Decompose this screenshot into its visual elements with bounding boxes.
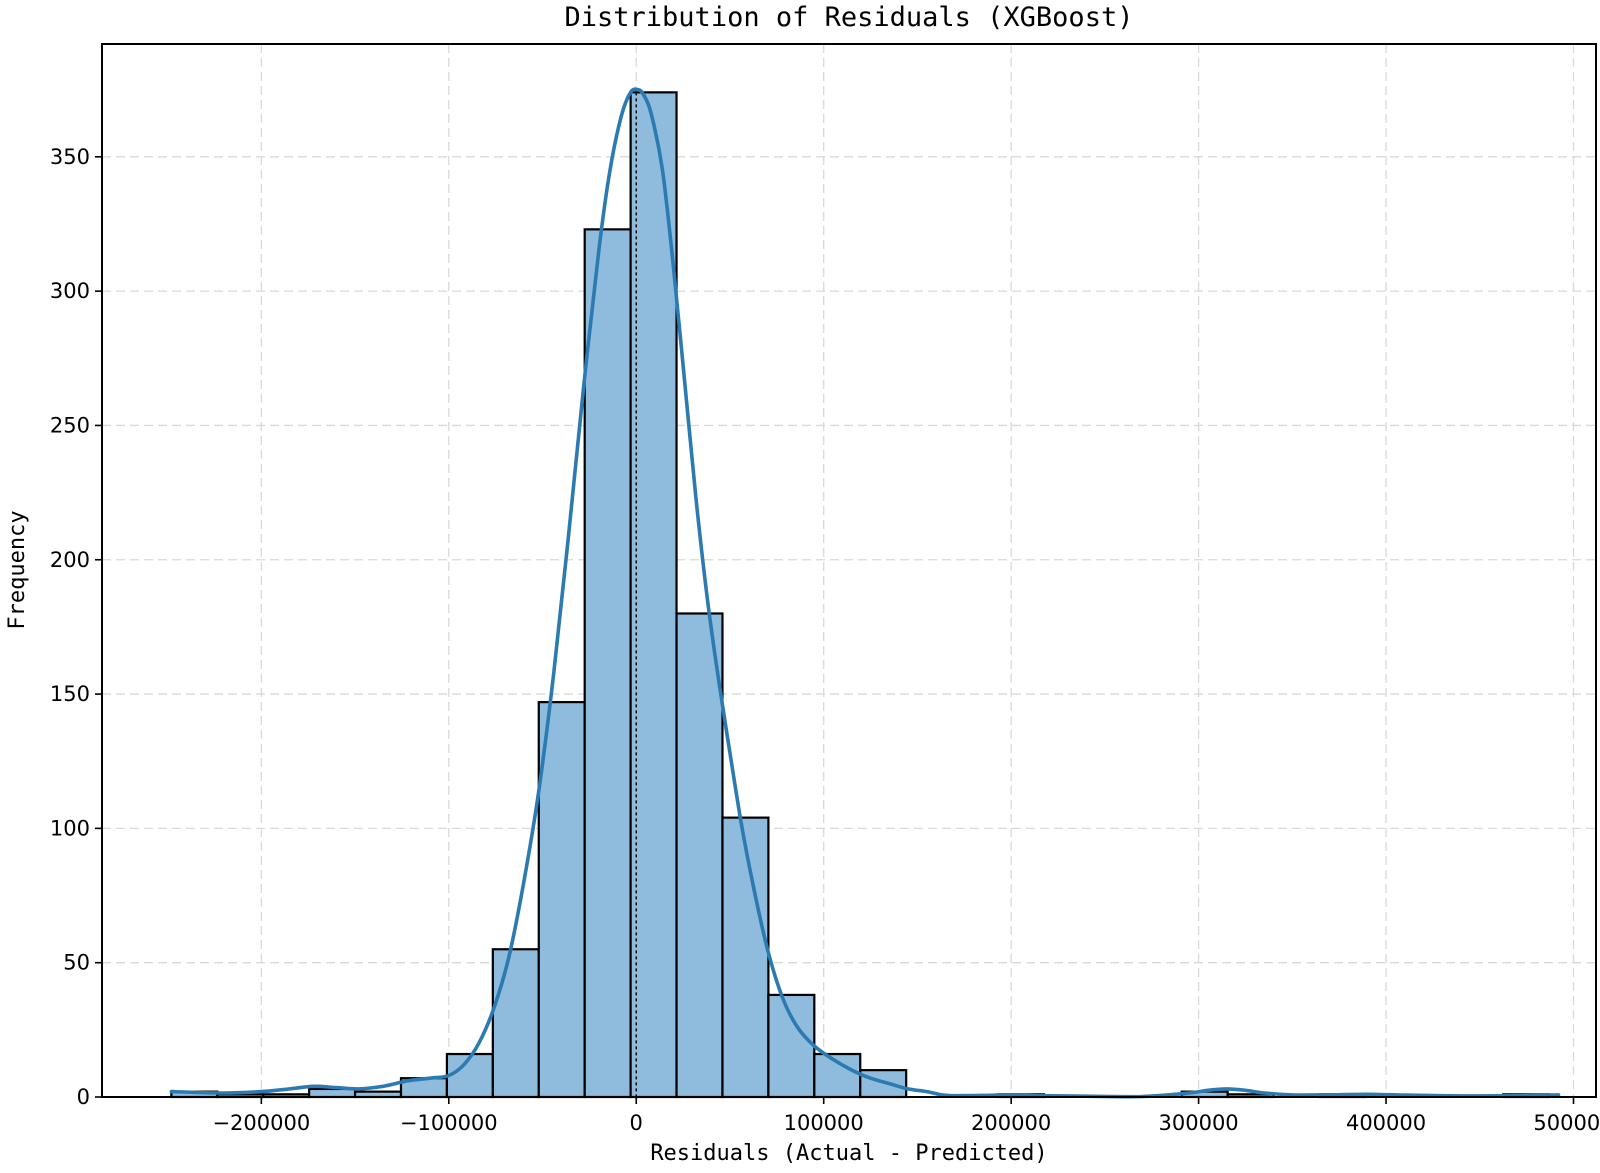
histogram-bars xyxy=(170,91,1551,1099)
y-axis-label: Frequency xyxy=(5,510,30,629)
y-tick-label: 200 xyxy=(50,548,90,572)
histogram-bar xyxy=(491,948,540,1099)
histogram-bar xyxy=(675,612,724,1099)
histogram-bar xyxy=(537,701,586,1099)
y-tick-label: 50 xyxy=(63,951,90,975)
plot-frame xyxy=(101,43,1597,1098)
x-tick-label: 0 xyxy=(630,1111,643,1135)
histogram-bar xyxy=(445,1052,494,1099)
x-tick-label: 400000 xyxy=(1346,1111,1426,1135)
histogram-bar xyxy=(721,816,770,1099)
grid-layer xyxy=(102,44,1596,1097)
x-tick-label: 200000 xyxy=(971,1111,1051,1135)
kde-curve xyxy=(169,87,1561,1099)
x-tick-label: 100000 xyxy=(784,1111,864,1135)
x-tick-label: 300000 xyxy=(1159,1111,1239,1135)
x-tick-label: −200000 xyxy=(212,1111,310,1135)
x-axis-ticks: −200000 −100000 0 100000 200000 300000 400000 5… xyxy=(212,1097,1600,1135)
kde-curve-layer xyxy=(169,87,1561,1099)
y-tick-label: 350 xyxy=(50,145,90,169)
histogram-bar xyxy=(583,228,632,1099)
chart-title: Distribution of Residuals (XGBoost) xyxy=(565,2,1134,33)
y-axis-ticks: 0 50 100 150 200 250 300 350 xyxy=(50,145,102,1109)
y-tick-label: 300 xyxy=(50,279,90,303)
y-tick-label: 150 xyxy=(50,682,90,706)
x-axis-label: Residuals (Actual - Predicted) xyxy=(650,1141,1047,1166)
y-tick-label: 0 xyxy=(77,1085,90,1109)
histogram-bar xyxy=(767,993,816,1099)
x-tick-label: −100000 xyxy=(400,1111,498,1135)
y-tick-label: 100 xyxy=(50,816,90,840)
y-tick-label: 250 xyxy=(50,413,90,437)
